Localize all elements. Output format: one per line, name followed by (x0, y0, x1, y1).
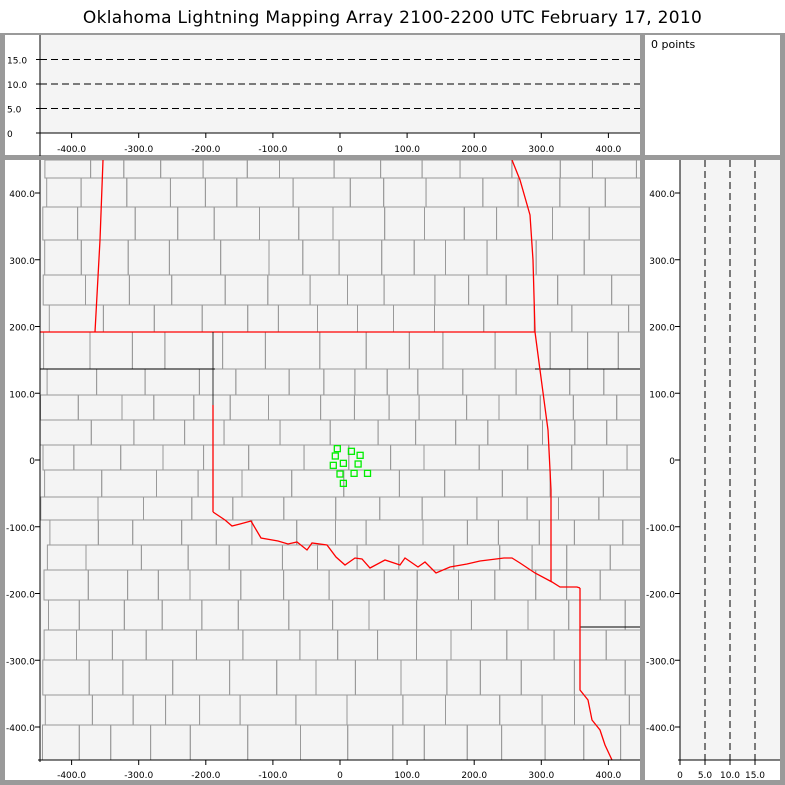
plan-x-tick-label: 400.0 (596, 771, 622, 781)
county-border (622, 519, 640, 546)
ns-y-tick-label: -200.0 (646, 591, 675, 601)
plan-y-tick-label: 0 (29, 457, 35, 467)
ew-x-tick-label: 0 (337, 145, 343, 155)
plan-x-tick-label: -200.0 (191, 771, 220, 781)
state-border (94, 160, 104, 333)
lightning-source-point (356, 451, 364, 459)
lightning-source-point (354, 460, 362, 468)
ns-x-tick-label: 15.0 (745, 771, 765, 781)
ew-y-tick-label: 15.0 (7, 57, 27, 67)
plan-y-tick-label: -400.0 (6, 724, 35, 734)
ew-x-tick-label: 300.0 (528, 145, 554, 155)
ew-y-tick-label: 0 (7, 130, 13, 140)
ew-x-tick-label: -200.0 (191, 145, 220, 155)
ew-x-tick-label: -400.0 (57, 145, 86, 155)
plan-x-tick-label: 100.0 (394, 771, 420, 781)
ns-y-tick-label: 0 (669, 457, 675, 467)
county-border (624, 659, 640, 696)
county-border (626, 444, 640, 471)
page-title: Oklahoma Lightning Mapping Array 2100-22… (0, 0, 785, 33)
lightning-source-point (350, 469, 358, 478)
county-border (611, 274, 640, 306)
plan-x-tick-label: -100.0 (258, 771, 287, 781)
plan-x-tick-label: 200.0 (461, 771, 487, 781)
ew-x-tick-label: -100.0 (258, 145, 287, 155)
points-panel (645, 35, 780, 155)
ew-x-tick-label: 100.0 (394, 145, 420, 155)
lightning-source-point (331, 452, 339, 460)
ns-y-tick-label: -300.0 (646, 657, 675, 667)
plan-x-tick-label: 0 (337, 771, 343, 781)
county-border (624, 599, 640, 631)
plan-x-tick-label: 300.0 (528, 771, 554, 781)
plan-y-tick-label: 300.0 (9, 257, 35, 267)
ns-y-tick-label: 200.0 (649, 324, 675, 334)
plan-x-tick-label: -300.0 (124, 771, 153, 781)
plan-x-tick-label: -400.0 (57, 771, 86, 781)
ns-x-tick-label: 10.0 (720, 771, 740, 781)
ns-y-tick-label: 100.0 (649, 390, 675, 400)
state-border (579, 588, 613, 760)
ew-y-tick-label: 5.0 (7, 106, 22, 116)
lightning-source-point (336, 470, 344, 478)
plan-y-tick-label: 200.0 (9, 324, 35, 334)
lightning-source-point (339, 459, 348, 467)
county-border (620, 724, 640, 760)
ns-x-tick-label: 0 (677, 771, 683, 781)
plan-y-tick-label: 400.0 (9, 190, 35, 200)
state-border (511, 160, 552, 582)
ns-y-tick-label: 300.0 (649, 257, 675, 267)
county-border (635, 160, 640, 179)
ew-y-tick-label: 10.0 (7, 81, 27, 91)
ns-x-tick-label: 5.0 (698, 771, 713, 781)
state-border (212, 511, 581, 589)
lightning-source-point (333, 445, 341, 453)
plan-y-tick-label: -100.0 (6, 524, 35, 534)
county-border (628, 304, 640, 333)
ew-x-tick-label: 200.0 (461, 145, 487, 155)
lightning-source-point (363, 469, 372, 478)
county-map (40, 160, 640, 760)
ew-x-tick-label: 400.0 (596, 145, 622, 155)
ns-y-tick-label: 400.0 (649, 190, 675, 200)
county-border (628, 694, 640, 726)
plan-y-tick-label: 100.0 (9, 390, 35, 400)
lightning-source-point (339, 479, 348, 488)
ew-x-tick-label: -300.0 (124, 145, 153, 155)
lightning-source-point (347, 447, 356, 455)
plan-y-tick-label: -300.0 (6, 657, 35, 667)
plan-y-tick-label: -200.0 (6, 591, 35, 601)
county-borders (40, 160, 640, 760)
ns-y-tick-label: -400.0 (646, 724, 675, 734)
lightning-source-point (329, 461, 337, 469)
points-count: 0 points (651, 38, 696, 51)
ns-y-tick-label: -100.0 (646, 524, 675, 534)
